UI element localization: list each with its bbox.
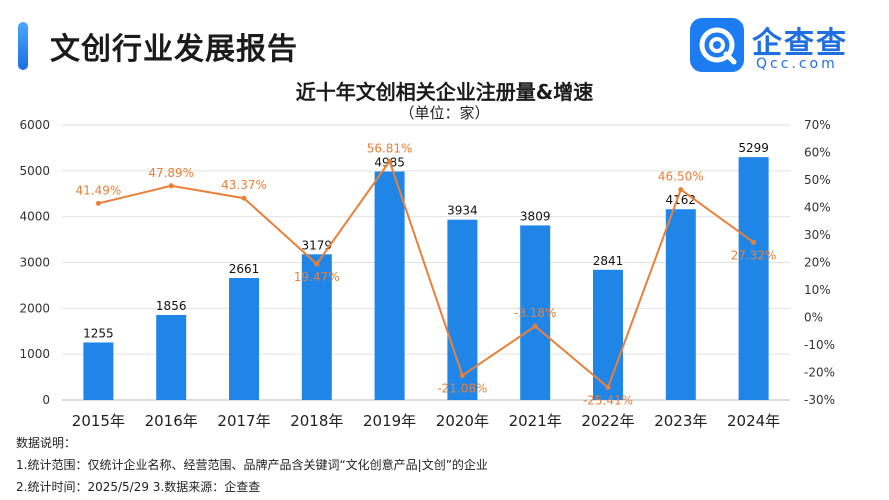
growth-rate-label: -3.18% [514, 306, 556, 320]
growth-rate-label: 41.49% [76, 183, 122, 197]
y-left-tick-label: 5000 [19, 164, 50, 178]
growth-rate-point [241, 195, 247, 201]
growth-rate-label: 43.37% [221, 178, 267, 192]
y-right-tick-label: 60% [804, 146, 831, 160]
data-notes: 数据说明： 1.统计范围：仅统计企业名称、经营范围、品牌产品含关键词“文化创意产… [16, 432, 488, 498]
y-left-tick-label: 2000 [19, 301, 50, 315]
notes-line-1: 1.统计范围：仅统计企业名称、经营范围、品牌产品含关键词“文化创意产品|文创”的… [16, 458, 488, 472]
growth-rate-label: 56.81% [367, 141, 413, 155]
bar [593, 269, 623, 400]
report-title: 文创行业发展报告 [50, 32, 298, 67]
growth-rate-label: 19.47% [294, 270, 340, 284]
y-right-tick-label: -20% [804, 366, 835, 380]
y-right-tick-label: 0% [804, 311, 823, 325]
y-right-tick-label: -10% [804, 338, 835, 352]
bar-value-label: 4162 [666, 193, 697, 207]
y-right-tick-label: 50% [804, 173, 831, 187]
logo-text: 企查查 [752, 26, 848, 61]
growth-rate-point [314, 261, 320, 267]
x-tick-label: 2024年 [727, 412, 780, 430]
x-tick-label: 2019年 [363, 412, 416, 430]
growth-rate-label: 46.50% [658, 170, 704, 184]
y-right-tick-label: 10% [804, 283, 831, 297]
title-accent-bar [18, 22, 28, 70]
bar [83, 342, 114, 400]
growth-rate-label: 47.89% [148, 166, 194, 180]
y-left-tick-label: 6000 [19, 118, 50, 132]
growth-rate-point [387, 158, 393, 164]
chart-title: 近十年文创相关企业注册量&增速 [295, 80, 594, 104]
qcc-logo-badge-icon [690, 18, 744, 72]
y-left-tick-label: 1000 [19, 347, 50, 361]
y-right-tick-label: 70% [804, 118, 831, 132]
combo-chart: 0 1000 2000 3000 4000 5000 6000 -30% -20% -10% 0% 1… [19, 118, 835, 430]
bar [229, 278, 259, 400]
x-tick-label: 2021年 [509, 412, 562, 430]
growth-rate-point [459, 372, 465, 378]
qcc-logo: 企查查 Qcc.com [690, 18, 880, 74]
x-tick-label: 2020年 [436, 412, 489, 430]
y-left-tick-label: 3000 [19, 256, 50, 270]
growth-rate-point [678, 187, 684, 193]
x-tick-label: 2022年 [581, 412, 634, 430]
x-tick-label: 2018年 [290, 412, 343, 430]
x-tick-label: 2017年 [217, 412, 270, 430]
y-left-tick-label: 4000 [19, 210, 50, 224]
y-left-tick-label: 0 [42, 393, 50, 407]
bar [447, 219, 478, 400]
growth-rate-point [605, 384, 611, 390]
notes-line-2: 2.统计时间：2025/5/29 3.数据来源：企查查 [16, 480, 261, 494]
bar-value-label: 3809 [520, 209, 551, 223]
growth-rate-point [95, 200, 101, 206]
growth-rate-line [98, 159, 755, 390]
bar-value-label: 2661 [229, 262, 260, 276]
bar [738, 157, 769, 400]
growth-rate-label: 27.32% [731, 248, 777, 262]
report-header: 文创行业发展报告 企查查 Qcc.com [0, 0, 889, 88]
x-tick-label: 2015年 [72, 412, 125, 430]
bar [301, 254, 332, 400]
x-tick-label: 2016年 [145, 412, 198, 430]
y-right-tick-label: 30% [804, 228, 831, 242]
y-right-tick-label: 20% [804, 256, 831, 270]
notes-heading: 数据说明： [16, 436, 77, 450]
bar [374, 171, 405, 400]
y-right-tick-label: 40% [804, 201, 831, 215]
growth-rate-point [751, 239, 757, 245]
bar [665, 209, 696, 400]
bar-value-label: 1255 [83, 326, 114, 340]
bar-value-label: 3179 [302, 238, 333, 252]
logo-subtext: Qcc.com [756, 56, 838, 72]
growth-rate-point [532, 323, 538, 329]
bar [520, 225, 551, 400]
y-right-tick-label: -30% [804, 393, 835, 407]
x-tick-label: 2023年 [654, 412, 707, 430]
growth-rate-label: -25.41% [583, 393, 633, 407]
bar-value-label: 1856 [156, 299, 187, 313]
bar [156, 314, 187, 400]
bar-value-label: 2841 [593, 254, 624, 268]
growth-rate-label: -21.08% [437, 381, 487, 395]
bar-value-label: 5299 [738, 141, 769, 155]
growth-rate-point [168, 183, 174, 189]
bar-value-label: 3934 [447, 204, 478, 218]
chart-subtitle: （单位：家） [399, 104, 490, 122]
